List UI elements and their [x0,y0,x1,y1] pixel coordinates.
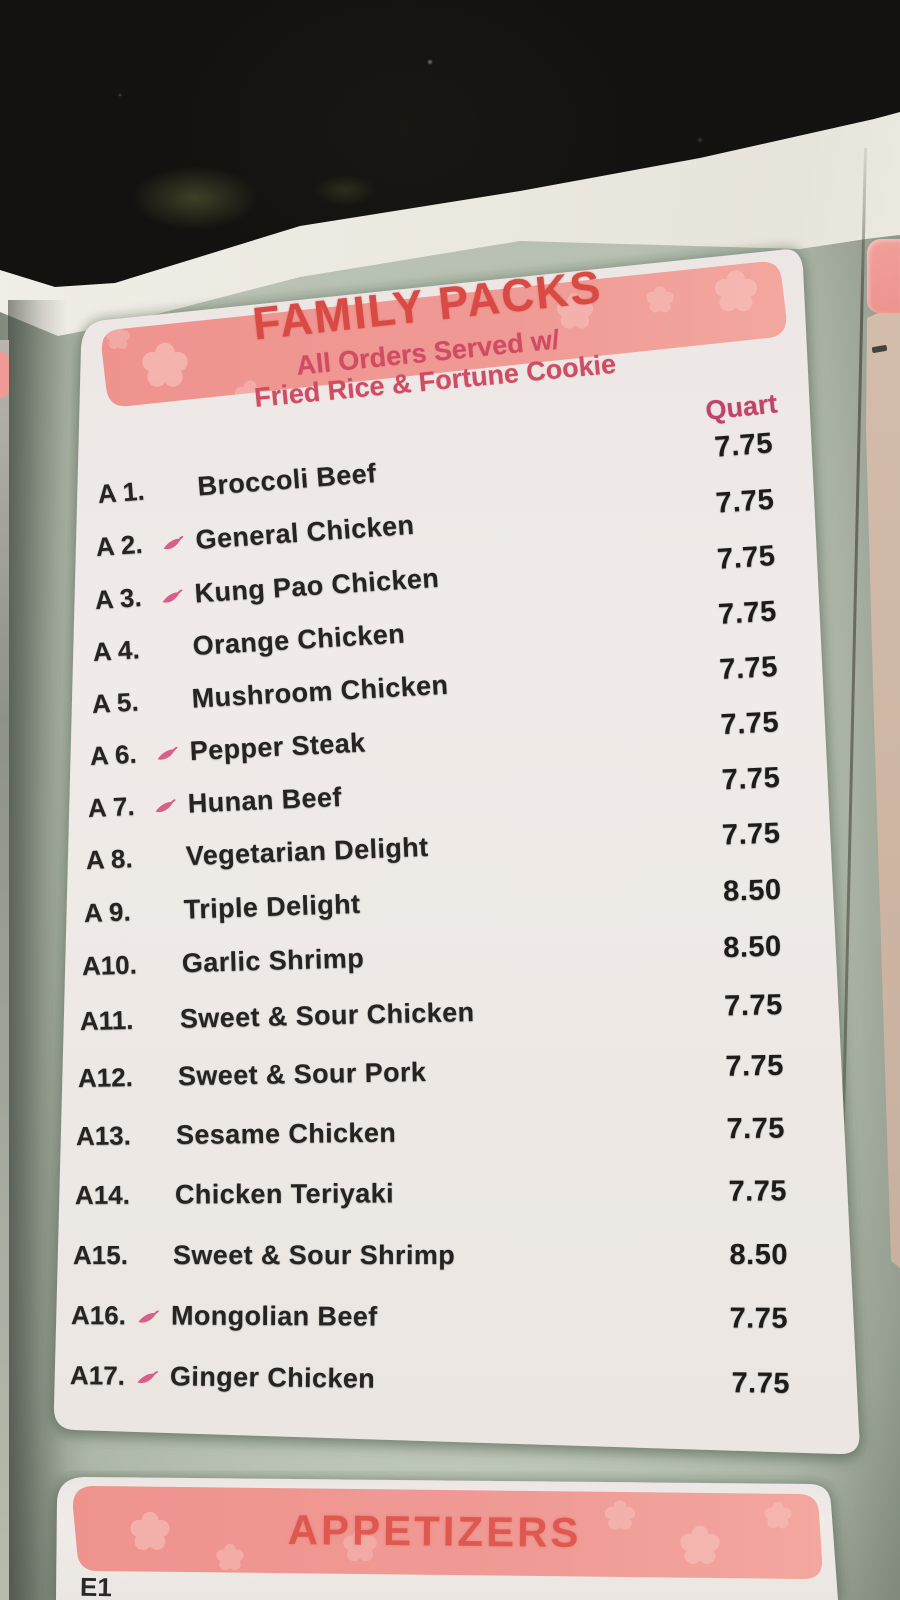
item-price: 7.75 [717,595,778,631]
item-number: A 9. [83,896,132,928]
item-price: 7.75 [716,540,777,576]
item-number: A 7. [87,790,136,823]
item-number: A10. [81,949,138,981]
chili-pepper-icon [160,585,195,610]
chili-pepper-icon [153,795,188,819]
chili-pepper-icon [137,1307,171,1330]
menu-item-row: A15. Sweet & Sour Shrimp 8.50 [73,1239,788,1275]
item-price: 7.75 [729,1302,789,1335]
right-panel-banner-corner [867,239,900,313]
item-name: Mongolian Beef [170,1300,378,1332]
item-name: Garlic Shrimp [181,943,365,979]
item-price: 7.75 [718,650,779,686]
menu-item-row: A 6. Pepper Steak 7.75 [89,706,780,776]
menu-item-row: A13. Sesame Chicken 7.75 [76,1113,785,1156]
item-name: Sweet & Sour Chicken [179,997,475,1034]
item-name: Hunan Beef [187,781,343,819]
item-number: A17. [69,1360,126,1391]
item-price: 7.75 [723,989,784,1023]
item-price: 7.75 [719,706,780,742]
menu-item-row: A17. Ginger Chicken 7.75 [70,1359,790,1404]
menu-item-row: A 2. General Chicken 7.75 [95,484,776,567]
item-number: A14. [74,1179,130,1210]
item-number: A 8. [85,843,134,875]
item-price: 7.75 [721,761,781,797]
item-number: A 1. [96,475,146,509]
item-number: A12. [77,1062,134,1093]
item-price: 7.75 [728,1175,788,1208]
item-name: Pepper Steak [189,727,367,767]
item-name: Sweet & Sour Pork [177,1056,427,1092]
item-price: 7.75 [714,483,776,520]
item-number: A 6. [89,738,138,771]
item-price: 8.50 [722,873,783,908]
item-name: Sweet & Sour Shrimp [173,1240,456,1270]
item-number: A 4. [91,634,141,667]
item-price: 8.50 [729,1239,788,1271]
item-number: A16. [70,1300,127,1331]
item-price: 7.75 [731,1367,791,1400]
item-name: Triple Delight [183,888,361,925]
menu-item-row: A14. Chicken Teriyaki 7.75 [75,1175,787,1215]
family-packs-banner [101,261,787,407]
item-number: A11. [79,1004,134,1036]
left-panel-sliver [0,340,9,1600]
chili-pepper-icon [161,532,197,557]
item-number: A13. [75,1120,132,1151]
item-name: Ginger Chicken [169,1361,376,1394]
item-name: Sesame Chicken [175,1117,397,1150]
partial-item-label: E1 [79,1571,113,1600]
item-number: A 2. [94,528,144,562]
item-price: 8.50 [722,930,783,965]
item-number: A15. [73,1240,128,1270]
menu-item-row: A16. Mongolian Beef 7.75 [71,1299,788,1339]
item-price: 7.75 [725,1049,785,1083]
item-price: 7.75 [726,1112,786,1146]
next-section-title: APPETIZERS [287,1506,582,1557]
chili-pepper-icon [155,743,190,768]
appetizers-banner [72,1486,823,1579]
item-number: A 3. [93,582,143,615]
item-name: Chicken Teriyaki [174,1178,395,1210]
menu-item-row: A 7. Hunan Beef 7.75 [87,762,781,828]
item-price: 7.75 [713,427,775,464]
family-packs-card [53,249,860,1455]
menu-item-row: A 3. Kung Pao Chicken 7.75 [94,540,777,620]
item-name: Vegetarian Delight [185,831,430,872]
left-panel-banner-sliver [0,352,9,398]
item-number: A 5. [91,686,140,719]
chili-pepper-icon [136,1367,170,1390]
item-price: 7.75 [721,817,782,852]
